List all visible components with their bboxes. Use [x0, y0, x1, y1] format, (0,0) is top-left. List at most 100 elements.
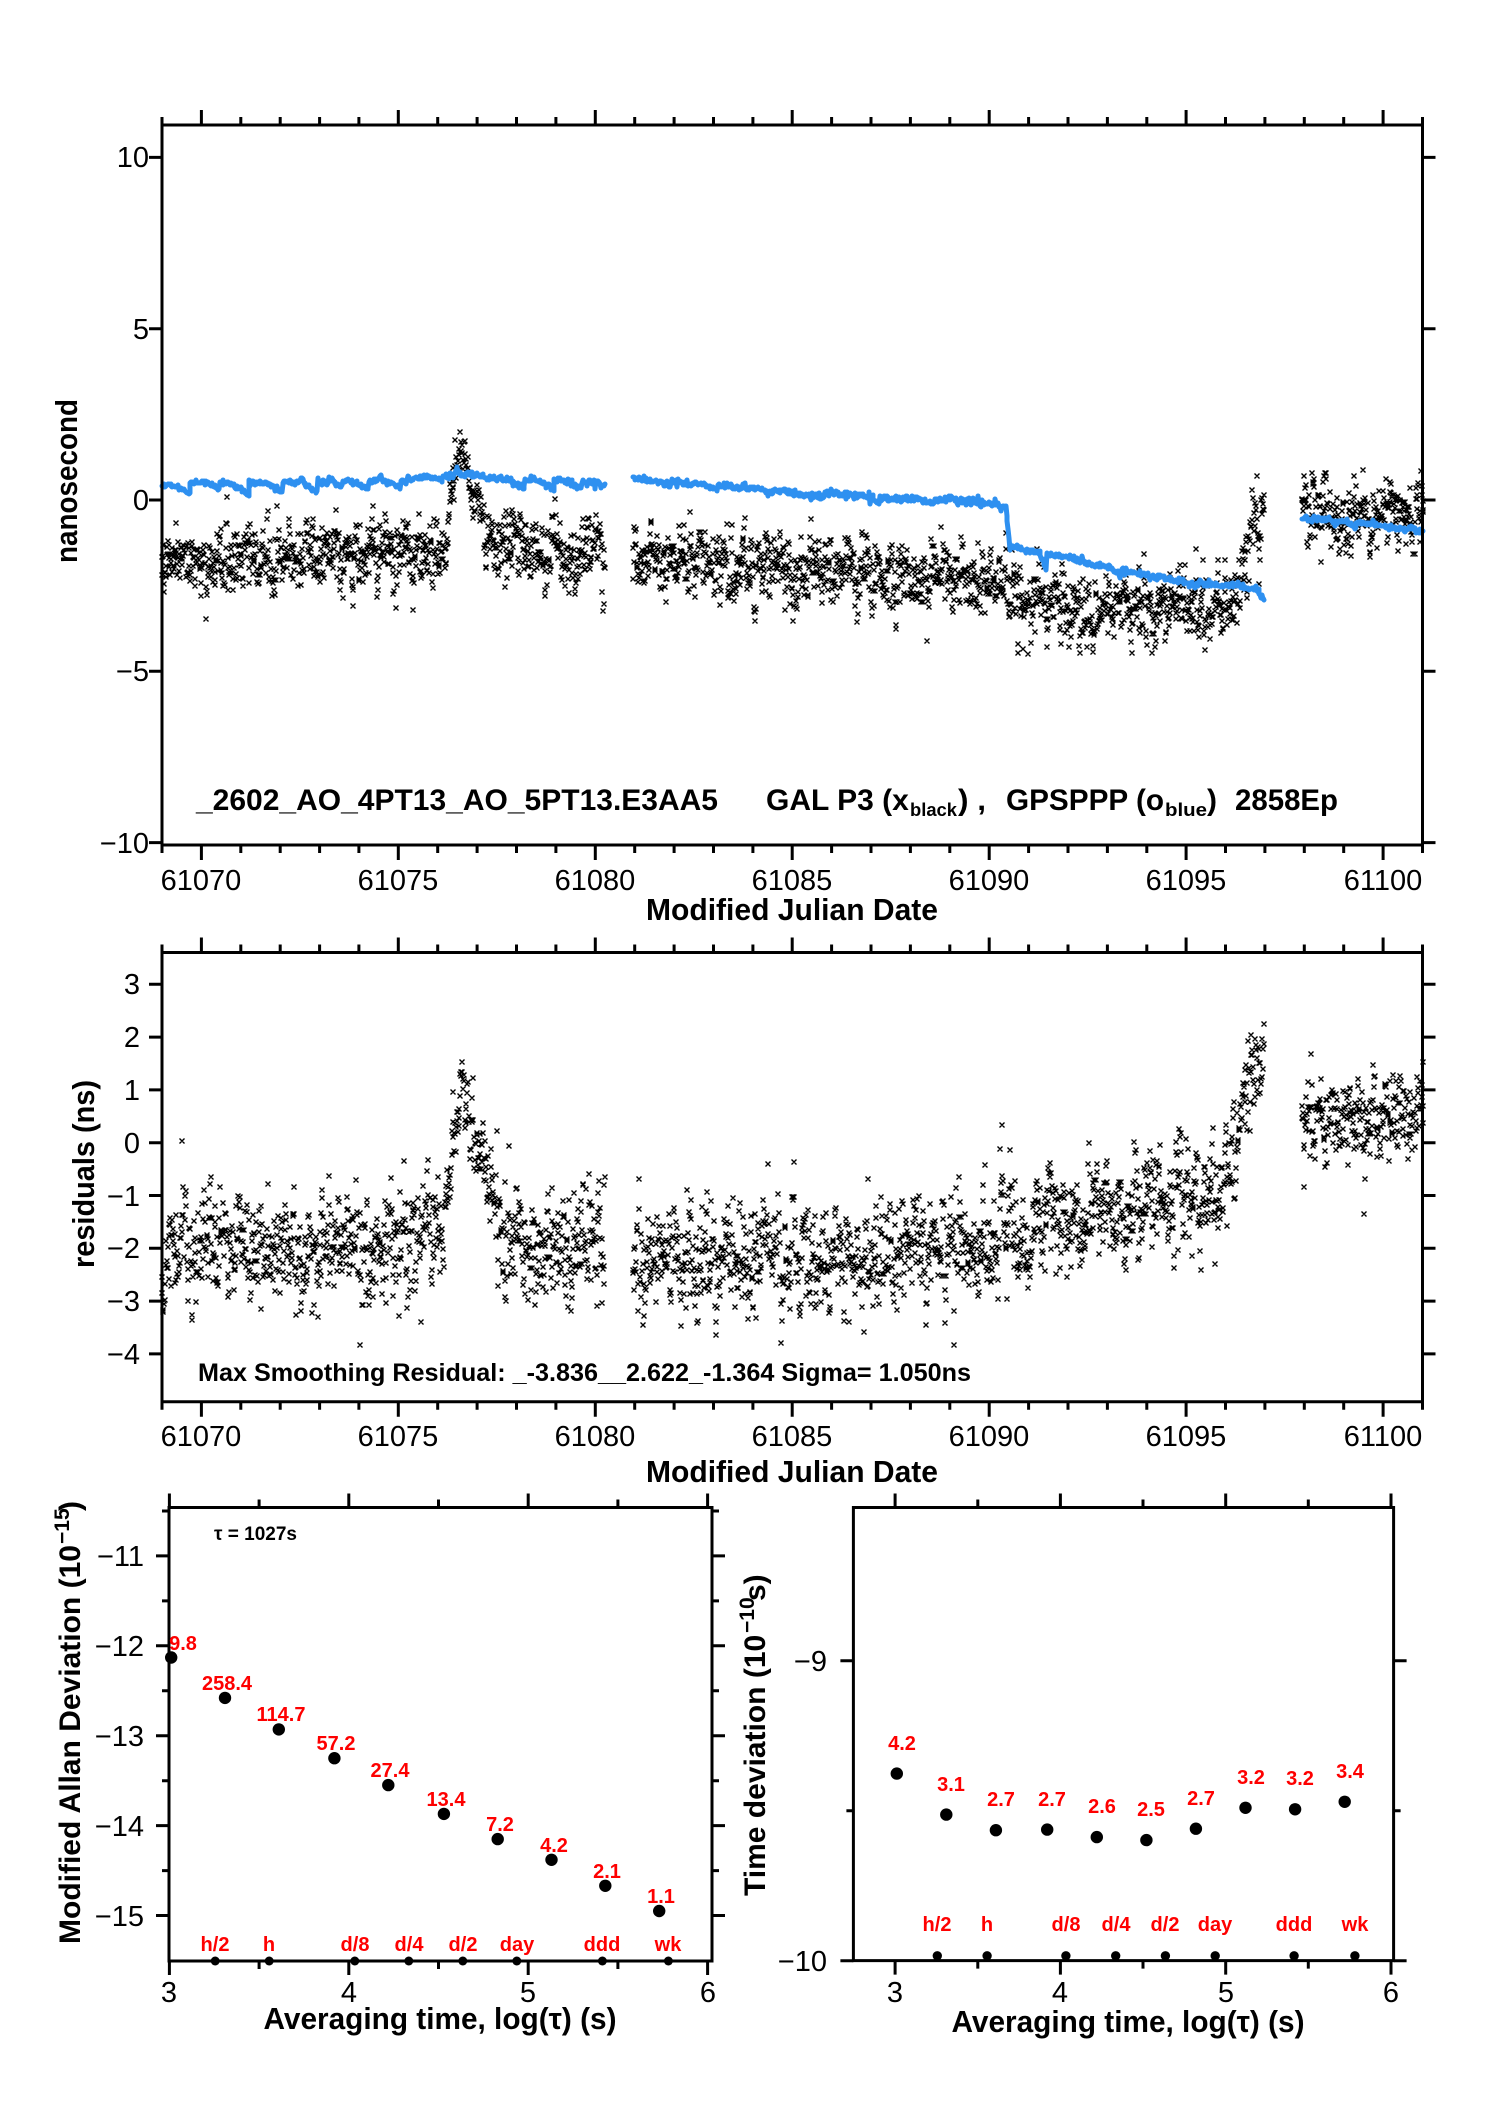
svg-text:61090: 61090 — [949, 1421, 1030, 1453]
svg-text:2: 2 — [124, 1022, 140, 1054]
svg-text:5: 5 — [1218, 1977, 1234, 2009]
svg-text:61080: 61080 — [555, 865, 636, 897]
svg-text:27.4: 27.4 — [371, 1760, 411, 1782]
svg-text:2.7: 2.7 — [1038, 1789, 1066, 1811]
svg-text:−10: −10 — [736, 1597, 759, 1633]
svg-text:−10: −10 — [778, 1946, 827, 1978]
svg-text:0: 0 — [133, 485, 149, 517]
svg-text:d/4: d/4 — [395, 1934, 425, 1956]
svg-text:57.2: 57.2 — [317, 1733, 356, 1755]
svg-text:s): s) — [739, 1574, 772, 1601]
svg-text:1: 1 — [124, 1075, 140, 1107]
svg-text:61090: 61090 — [949, 865, 1030, 897]
svg-text:61070: 61070 — [161, 1421, 242, 1453]
svg-text:5: 5 — [520, 1977, 536, 2009]
svg-text:−9: −9 — [794, 1646, 827, 1678]
svg-text:d/2: d/2 — [1151, 1914, 1180, 1936]
svg-text:61080: 61080 — [555, 1421, 636, 1453]
svg-text:τ = 1027s: τ = 1027s — [214, 1524, 297, 1545]
svg-text:2858Ep: 2858Ep — [1235, 784, 1338, 817]
svg-text:GPSPPP (o: GPSPPP (o — [1006, 784, 1164, 817]
svg-text:): ) — [1207, 784, 1217, 817]
svg-text:−3: −3 — [107, 1286, 140, 1318]
svg-text:9.8: 9.8 — [169, 1633, 197, 1655]
svg-text:ddd: ddd — [584, 1934, 621, 1956]
svg-text:Max Smoothing Residual: _-3.83: Max Smoothing Residual: _-3.836__2.622_-… — [198, 1359, 971, 1387]
svg-text:−10: −10 — [100, 828, 149, 860]
svg-text:−2: −2 — [107, 1233, 140, 1265]
svg-text:4.2: 4.2 — [540, 1835, 568, 1857]
svg-text:61085: 61085 — [752, 865, 833, 897]
svg-text:): ) — [54, 1501, 87, 1511]
svg-text:3: 3 — [887, 1977, 903, 2009]
svg-text:d/2: d/2 — [449, 1934, 478, 1956]
svg-text:wk: wk — [654, 1934, 683, 1956]
svg-text:−5: −5 — [116, 656, 149, 688]
svg-text:Modified Julian Date: Modified Julian Date — [646, 1454, 938, 1489]
svg-text:wk: wk — [1341, 1914, 1370, 1936]
svg-text:61095: 61095 — [1146, 865, 1227, 897]
svg-text:61100: 61100 — [1344, 1421, 1423, 1453]
svg-text:114.7: 114.7 — [257, 1704, 306, 1726]
svg-text:Time deviation (10: Time deviation (10 — [739, 1635, 772, 1896]
svg-text:−11: −11 — [97, 1541, 144, 1573]
svg-text:−15: −15 — [95, 1901, 144, 1933]
svg-text:3: 3 — [161, 1977, 177, 2009]
svg-text:61095: 61095 — [1146, 1421, 1227, 1453]
svg-text:2.5: 2.5 — [1137, 1799, 1165, 1821]
svg-text:7.2: 7.2 — [486, 1814, 514, 1836]
svg-text:2.6: 2.6 — [1088, 1796, 1116, 1818]
svg-text:2.7: 2.7 — [1187, 1788, 1215, 1810]
svg-text:h: h — [981, 1914, 993, 1936]
svg-text:6: 6 — [700, 1977, 716, 2009]
svg-text:0: 0 — [124, 1128, 140, 1160]
svg-text:3.1: 3.1 — [937, 1774, 965, 1796]
svg-text:h/2: h/2 — [201, 1934, 230, 1956]
svg-text:−13: −13 — [95, 1721, 144, 1753]
svg-text:2.7: 2.7 — [987, 1789, 1015, 1811]
svg-text:blue: blue — [1165, 800, 1207, 820]
svg-text:61085: 61085 — [752, 1421, 833, 1453]
svg-text:day: day — [500, 1934, 535, 1956]
svg-text:residuals (ns): residuals (ns) — [66, 1080, 101, 1268]
svg-text:61100: 61100 — [1344, 865, 1423, 897]
svg-text:Averaging time, log(τ) (s): Averaging time, log(τ) (s) — [264, 2001, 617, 2036]
svg-text:4: 4 — [341, 1977, 357, 2009]
svg-text:day: day — [1198, 1914, 1233, 1936]
svg-text:black: black — [910, 800, 958, 820]
svg-text:5: 5 — [133, 314, 149, 346]
svg-text:_2602_AO_4PT13_AO_5PT13.E3AA5: _2602_AO_4PT13_AO_5PT13.E3AA5 — [195, 784, 718, 817]
svg-text:4: 4 — [1052, 1977, 1068, 2009]
svg-text:−4: −4 — [107, 1339, 140, 1371]
svg-text:3.2: 3.2 — [1237, 1767, 1265, 1789]
svg-text:3.2: 3.2 — [1286, 1768, 1314, 1790]
svg-text:258.4: 258.4 — [202, 1673, 253, 1695]
svg-text:Modified Allan Deviation (10: Modified Allan Deviation (10 — [54, 1545, 87, 1944]
svg-text:Averaging time, log(τ) (s): Averaging time, log(τ) (s) — [952, 2004, 1305, 2039]
svg-text:1.1: 1.1 — [647, 1886, 675, 1908]
svg-text:10: 10 — [117, 142, 149, 174]
svg-text:) ,: ) , — [958, 784, 986, 817]
svg-text:4.2: 4.2 — [888, 1733, 916, 1755]
svg-text:6: 6 — [1383, 1977, 1399, 2009]
svg-text:−1: −1 — [107, 1181, 140, 1213]
svg-text:61075: 61075 — [358, 1421, 439, 1453]
svg-text:2.1: 2.1 — [593, 1861, 621, 1883]
svg-text:61070: 61070 — [161, 865, 242, 897]
svg-text:Modified Julian Date: Modified Julian Date — [646, 892, 938, 927]
svg-text:61075: 61075 — [358, 865, 439, 897]
svg-text:d/4: d/4 — [1102, 1914, 1132, 1936]
svg-text:d/8: d/8 — [341, 1934, 370, 1956]
svg-text:−14: −14 — [95, 1811, 144, 1843]
svg-text:d/8: d/8 — [1052, 1914, 1081, 1936]
svg-text:ddd: ddd — [1276, 1914, 1313, 1936]
svg-text:3: 3 — [124, 969, 140, 1001]
svg-text:h/2: h/2 — [923, 1914, 952, 1936]
svg-text:−15: −15 — [51, 1508, 74, 1544]
svg-text:nanosecond: nanosecond — [49, 399, 84, 563]
svg-text:h: h — [263, 1934, 275, 1956]
svg-text:13.4: 13.4 — [427, 1789, 467, 1811]
svg-text:−12: −12 — [95, 1631, 144, 1663]
svg-text:3.4: 3.4 — [1336, 1761, 1365, 1783]
svg-text:GAL P3 (x: GAL P3 (x — [766, 784, 909, 817]
